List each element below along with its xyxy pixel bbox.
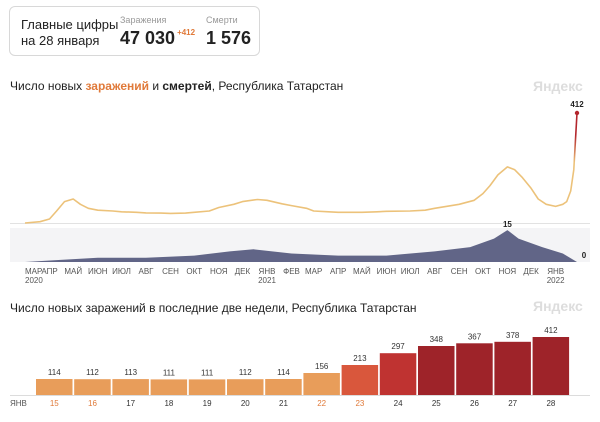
chart1-title-part5: , Республика Татарстан [211, 79, 344, 93]
bar-value-label: 297 [391, 342, 405, 351]
deaths-value: 1 576 [206, 28, 252, 48]
chart2-svg: 114 15 112 16 113 17 111 18 111 19 112 20 114 21 156 22… [10, 326, 590, 408]
x-tick-label: 16 [88, 399, 97, 408]
x-tick-label: ОКТ [475, 267, 491, 276]
summary-heading-line2: на 28 января [21, 33, 100, 48]
cases-delta: +412 [177, 28, 196, 37]
x-tick-year: 2021 [258, 276, 276, 285]
x-tick-label: 25 [432, 399, 441, 408]
bar-value-label: 112 [86, 368, 99, 377]
deaths-label: Смерти [206, 15, 238, 25]
x-tick-label: 26 [470, 399, 479, 408]
x-tick-label: 15 [50, 399, 59, 408]
cases-label: Заражения [120, 15, 167, 25]
x-tick-label: 23 [355, 399, 364, 408]
bar-value-label: 112 [239, 368, 252, 377]
x-month-label: ЯНВ [10, 399, 27, 408]
cases-peak-label: 412 [570, 100, 584, 109]
x-tick-label: МАР [305, 267, 322, 276]
x-tick-label: ДЕК [523, 267, 539, 276]
x-tick-label: 22 [317, 399, 326, 408]
cases-last-marker [574, 110, 580, 116]
x-tick-label: ИЮЛ [112, 267, 131, 276]
x-tick-label: 24 [394, 399, 403, 408]
x-tick-label: НОЯ [210, 267, 228, 276]
x-tick-label: МАЙ [64, 267, 82, 276]
x-tick-year: 2022 [547, 276, 565, 285]
bar [265, 379, 302, 395]
bar-value-label: 114 [48, 368, 61, 377]
chart2-title: Число новых заражений в последние две не… [10, 301, 417, 315]
cases-block: Заражения 47 030 +412 [120, 15, 195, 49]
bar-value-label: 412 [544, 326, 558, 335]
bar-value-label: 113 [124, 368, 137, 377]
summary-card: Главные цифры на 28 января Заражения 47 … [9, 6, 260, 56]
x-tick-label: СЕН [162, 267, 179, 276]
bar-value-label: 348 [430, 335, 444, 344]
bar [303, 373, 340, 395]
bar [341, 365, 379, 395]
x-tick-label: ИЮЛ [401, 267, 420, 276]
x-tick-label: АВГ [138, 267, 154, 276]
bar [418, 346, 455, 395]
x-tick-label: ЯНВ [547, 267, 564, 276]
chart1-title-part1: Число новых [10, 79, 86, 93]
chart1-title-cases: заражений [85, 79, 149, 93]
bar [456, 343, 493, 395]
bar-value-label: 156 [315, 362, 329, 371]
x-tick-label: 17 [126, 399, 135, 408]
chart1-title-part3: и [149, 79, 163, 93]
bar [494, 341, 531, 395]
deaths-peak-label: 15 [503, 220, 512, 229]
x-tick-label: 19 [203, 399, 212, 408]
summary-heading-line1: Главные цифры [21, 17, 119, 32]
bar-value-label: 378 [506, 331, 520, 340]
x-tick-label: ИЮН [377, 267, 397, 276]
x-tick-label: МАЙ [353, 267, 371, 276]
cases-number: 47 030 [120, 28, 176, 48]
x-tick-year: 2020 [25, 276, 43, 285]
bar-value-label: 213 [353, 354, 367, 363]
bar-value-label: 111 [163, 368, 176, 377]
x-tick-label: МАР [25, 267, 42, 276]
x-tick-label: ОКТ [186, 267, 202, 276]
bar [150, 379, 188, 395]
bar [188, 379, 226, 395]
x-tick-label: ЯНВ [259, 267, 276, 276]
x-tick-label: 21 [279, 399, 288, 408]
bar [74, 379, 111, 395]
deaths-last-label: 0 [582, 251, 587, 260]
bar-value-label: 111 [201, 368, 214, 377]
deaths-series-area [25, 230, 577, 262]
x-tick-label: ФЕВ [283, 267, 300, 276]
bar [532, 337, 570, 395]
x-tick-label: ДЕК [235, 267, 251, 276]
x-tick-label: АПР [330, 267, 346, 276]
x-tick-label: 18 [164, 399, 173, 408]
summary-heading: Главные цифры на 28 января [21, 17, 118, 49]
x-tick-label: НОЯ [499, 267, 517, 276]
brand-watermark-bottom: Яндекс [533, 298, 583, 314]
bar [379, 353, 417, 395]
bar [112, 379, 149, 395]
x-tick-label: ИЮН [88, 267, 108, 276]
x-tick-label: 20 [241, 399, 250, 408]
bar-value-label: 114 [277, 368, 290, 377]
brand-watermark-top: Яндекс [533, 78, 583, 94]
deaths-block: Смерти 1 576 [206, 15, 251, 49]
x-tick-label: 27 [508, 399, 517, 408]
bar-value-label: 367 [468, 332, 482, 341]
x-tick-label: АПР [41, 267, 57, 276]
bar [227, 379, 264, 395]
chart1-title-deaths: смертей [162, 79, 212, 93]
cases-series-line [24, 112, 578, 224]
cases-value: 47 030 +412 [120, 28, 195, 49]
x-tick-label: АВГ [427, 267, 443, 276]
x-tick-label: 28 [546, 399, 555, 408]
chart1-title: Число новых заражений и смертей, Республ… [10, 79, 343, 93]
x-tick-label: СЕН [451, 267, 468, 276]
bar [36, 379, 73, 395]
